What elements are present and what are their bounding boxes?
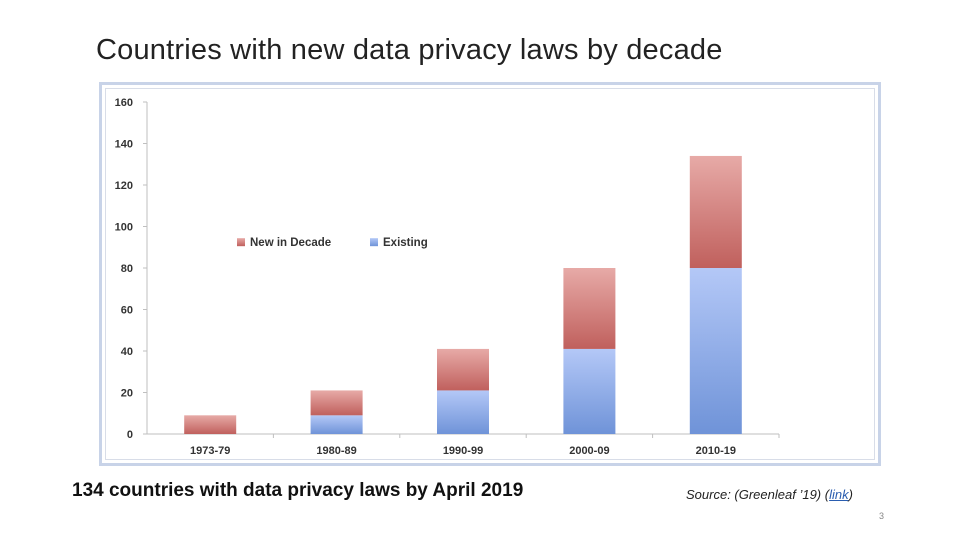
summary-caption: 134 countries with data privacy laws by … xyxy=(72,480,524,501)
x-tick-label: 1973-79 xyxy=(190,445,230,457)
y-tick-label: 160 xyxy=(115,97,133,109)
source-citation: Source: (Greenleaf ’19) (link) xyxy=(686,487,853,502)
y-tick-label: 60 xyxy=(121,305,133,317)
bar-new-in-decade-1973-79 xyxy=(184,415,237,434)
page-number: 3 xyxy=(879,511,885,521)
bar-existing-1990-99 xyxy=(437,390,489,434)
bar-chart: 0 20 40 60 80 100 120 140 160 1973-79 1980-89 1990-… xyxy=(115,97,780,457)
y-tick-label: 120 xyxy=(115,180,133,192)
x-tick-label: 2010-19 xyxy=(696,445,736,457)
source-suffix: ) xyxy=(848,487,853,502)
legend-swatch-existing xyxy=(370,238,378,247)
source-link[interactable]: link xyxy=(829,487,849,502)
bar-new-in-decade-1990-99 xyxy=(437,348,489,391)
y-tick-label: 40 xyxy=(121,346,133,358)
legend-label-existing: Existing xyxy=(383,237,428,249)
bar-existing-2000-09 xyxy=(563,348,616,434)
x-tick-label: 2000-09 xyxy=(569,445,609,457)
bar-existing-2010-19 xyxy=(689,268,742,434)
legend-swatch-new-in-decade xyxy=(237,238,245,247)
y-tick-label: 100 xyxy=(115,222,133,234)
y-tick-label: 80 xyxy=(121,263,133,275)
bar-new-in-decade-1980-89 xyxy=(310,390,363,416)
bar-new-in-decade-2000-09 xyxy=(563,268,616,349)
bar-new-in-decade-2010-19 xyxy=(689,155,742,268)
y-tick-label: 20 xyxy=(121,388,133,400)
source-prefix: Source: (Greenleaf ’19) ( xyxy=(686,487,830,502)
chart-frame xyxy=(99,82,881,466)
x-tick-label: 1980-89 xyxy=(316,445,356,457)
y-tick-label: 140 xyxy=(115,139,133,151)
x-tick-label: 1990-99 xyxy=(443,445,483,457)
bar-existing-1980-89 xyxy=(310,415,363,434)
y-tick-label: 0 xyxy=(127,429,133,441)
slide-title: Countries with new data privacy laws by … xyxy=(96,34,723,66)
legend-label-new-in-decade: New in Decade xyxy=(250,237,331,249)
